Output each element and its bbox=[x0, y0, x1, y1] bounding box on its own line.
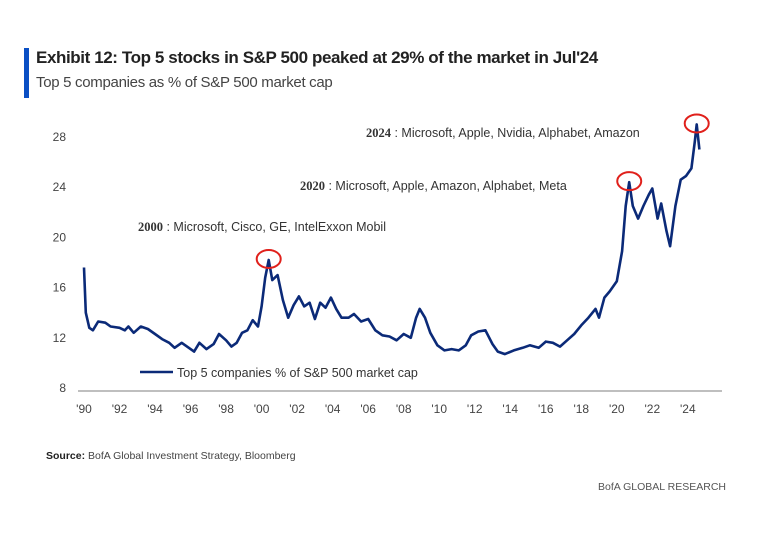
x-tick-label: '10 bbox=[431, 402, 447, 416]
peak-highlight-circle bbox=[255, 248, 282, 269]
x-tick-label: '20 bbox=[609, 402, 625, 416]
legend-label: Top 5 companies % of S&P 500 market cap bbox=[177, 366, 418, 380]
x-tick-label: '16 bbox=[538, 402, 554, 416]
y-tick-label: 20 bbox=[53, 230, 67, 244]
peak-highlight-circle bbox=[683, 113, 710, 134]
x-tick-label: '00 bbox=[254, 402, 270, 416]
x-tick-label: '92 bbox=[112, 402, 128, 416]
annotation-2020: 2020 : Microsoft, Apple, Amazon, Alphabe… bbox=[300, 179, 567, 193]
y-tick-label: 8 bbox=[59, 381, 66, 395]
x-tick-label: '96 bbox=[183, 402, 199, 416]
x-tick-label: '94 bbox=[147, 402, 163, 416]
x-tick-label: '08 bbox=[396, 402, 412, 416]
x-tick-label: '04 bbox=[325, 402, 341, 416]
accent-bar bbox=[24, 48, 29, 98]
x-tick-label: '02 bbox=[289, 402, 305, 416]
y-tick-label: 12 bbox=[53, 331, 67, 345]
x-tick-label: '90 bbox=[76, 402, 92, 416]
x-tick-label: '12 bbox=[467, 402, 483, 416]
chart-subtitle: Top 5 companies as % of S&P 500 market c… bbox=[36, 74, 333, 91]
x-tick-label: '22 bbox=[644, 402, 660, 416]
brand-footer: BofA GLOBAL RESEARCH bbox=[598, 481, 726, 493]
x-tick-label: '06 bbox=[360, 402, 376, 416]
source-note: Source: BofA Global Investment Strategy,… bbox=[46, 450, 296, 462]
y-tick-label: 16 bbox=[53, 281, 67, 295]
chart-title: Exhibit 12: Top 5 stocks in S&P 500 peak… bbox=[36, 48, 598, 67]
x-tick-label: '14 bbox=[502, 402, 518, 416]
x-tick-label: '98 bbox=[218, 402, 234, 416]
peak-highlight-circle bbox=[616, 171, 643, 192]
legend: Top 5 companies % of S&P 500 market cap bbox=[140, 366, 418, 380]
y-tick-label: 28 bbox=[53, 130, 67, 144]
annotation-2000: 2000 : Microsoft, Cisco, GE, IntelExxon … bbox=[138, 220, 386, 234]
x-tick-label: '24 bbox=[680, 402, 696, 416]
series-line bbox=[82, 123, 701, 356]
y-tick-label: 24 bbox=[53, 180, 67, 194]
annotation-2024: 2024 : Microsoft, Apple, Nvidia, Alphabe… bbox=[366, 126, 640, 140]
x-tick-label: '18 bbox=[573, 402, 589, 416]
